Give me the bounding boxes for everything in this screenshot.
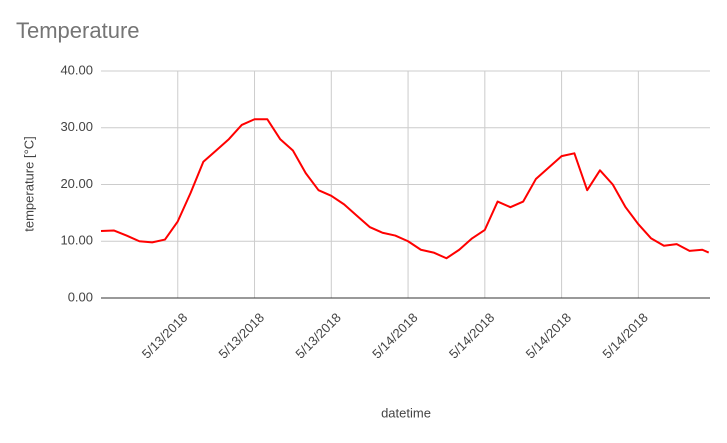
data-line bbox=[100, 118, 710, 260]
x-tick-label: 5/14/2018 bbox=[446, 310, 498, 362]
y-tick-label: 20.00 bbox=[60, 176, 93, 191]
y-tick-label: 40.00 bbox=[60, 62, 93, 77]
chart-title: Temperature bbox=[16, 18, 140, 43]
x-tick-label: 5/14/2018 bbox=[599, 310, 651, 362]
y-tick-label: 30.00 bbox=[60, 119, 93, 134]
x-tick-label: 5/13/2018 bbox=[292, 310, 344, 362]
x-axis-label: datetime bbox=[381, 405, 431, 420]
x-tick-label: 5/14/2018 bbox=[523, 310, 575, 362]
y-tick-label: 0.00 bbox=[68, 289, 93, 304]
y-axis-label: temperature [°C] bbox=[21, 136, 36, 232]
x-tick-label: 5/13/2018 bbox=[139, 310, 191, 362]
x-tick-label: 5/13/2018 bbox=[216, 310, 268, 362]
x-tick-label: 5/14/2018 bbox=[369, 310, 421, 362]
y-tick-label: 10.00 bbox=[60, 233, 93, 248]
